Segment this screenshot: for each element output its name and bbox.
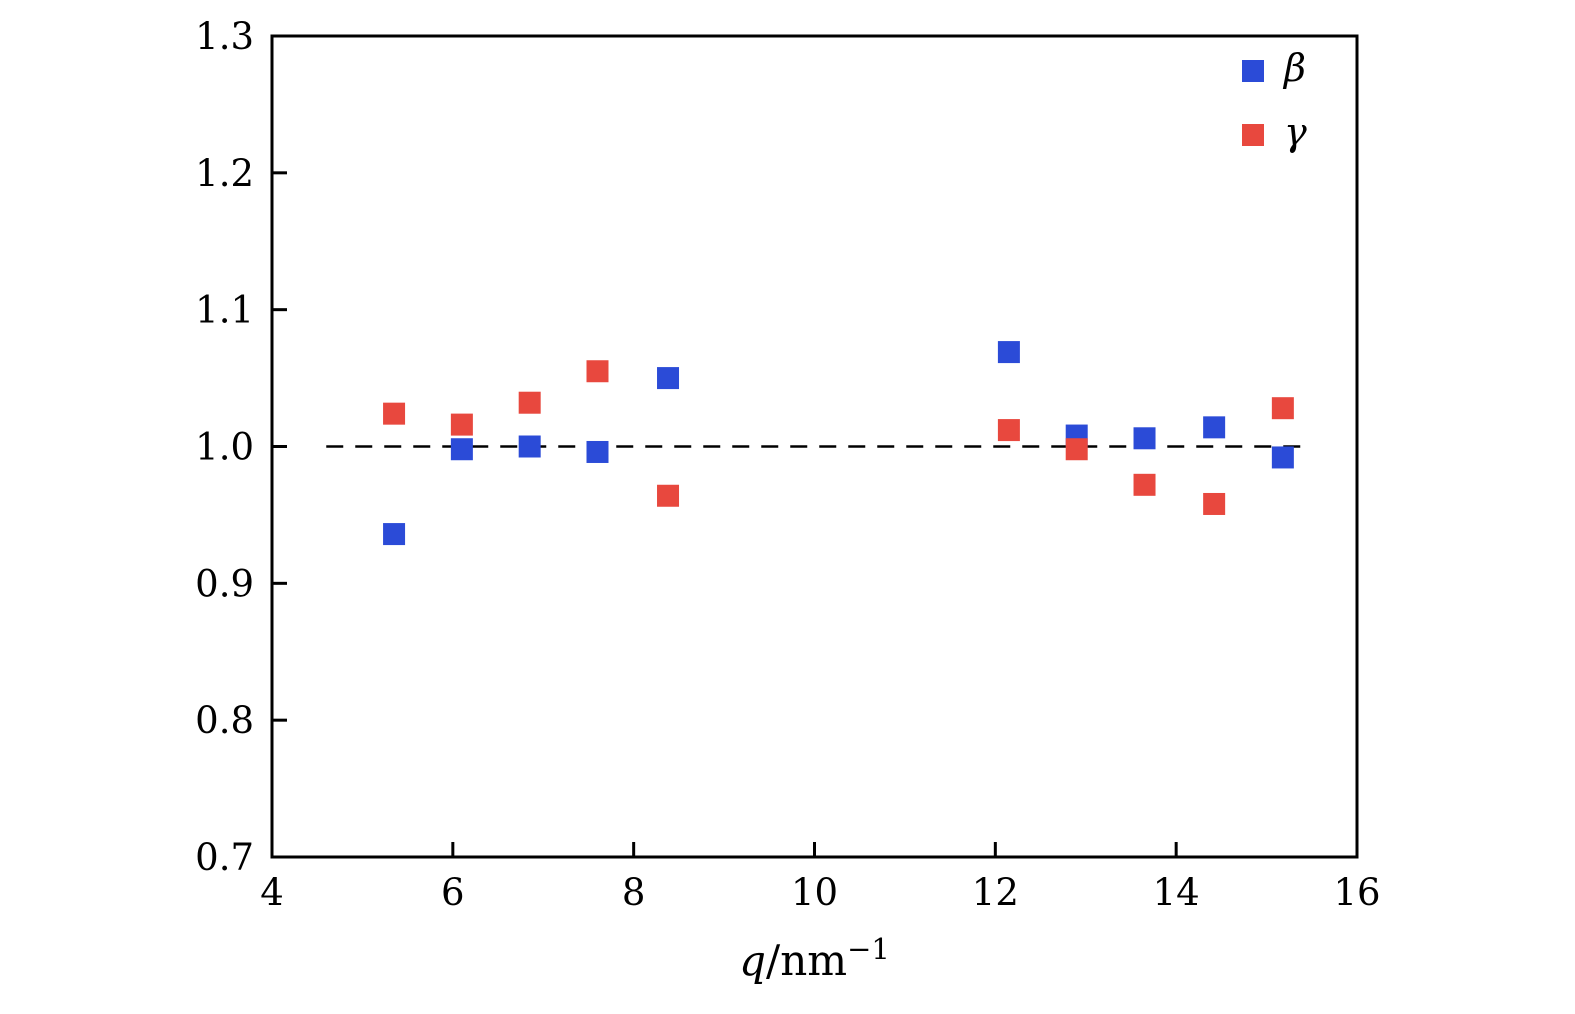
x-tick-label: 4 xyxy=(260,871,284,914)
y-tick-label: 1.2 xyxy=(195,152,254,195)
legend-marker-beta xyxy=(1242,60,1264,82)
data-point-gamma xyxy=(450,413,473,436)
legend-marker-gamma xyxy=(1242,124,1264,146)
data-point-beta xyxy=(1271,446,1294,469)
data-point-beta xyxy=(383,523,406,546)
data-point-beta xyxy=(586,440,609,463)
data-point-gamma xyxy=(1203,492,1226,515)
x-tick-label: 14 xyxy=(1153,871,1200,914)
data-point-gamma xyxy=(383,402,406,425)
legend-item: γ xyxy=(1242,110,1307,154)
x-axis-label: q/nm−1 xyxy=(739,932,890,985)
y-tick-label: 1.0 xyxy=(195,426,254,469)
data-point-gamma xyxy=(586,360,609,383)
data-point-gamma xyxy=(997,419,1020,442)
legend-label-gamma: γ xyxy=(1284,110,1307,154)
data-point-gamma xyxy=(1271,397,1294,420)
data-point-gamma xyxy=(657,484,680,507)
legend-item: β xyxy=(1242,46,1306,90)
y-tick-label: 1.1 xyxy=(195,289,254,332)
data-point-beta xyxy=(657,367,680,390)
y-tick-label: 0.9 xyxy=(195,562,254,605)
x-tick-label: 6 xyxy=(441,871,465,914)
data-point-gamma xyxy=(1065,438,1088,461)
data-point-beta xyxy=(1203,416,1226,439)
plot-frame xyxy=(270,34,1359,859)
y-tick-label: 1.3 xyxy=(195,15,254,58)
y-tick-label: 0.7 xyxy=(195,836,254,879)
data-point-gamma xyxy=(1133,473,1156,496)
x-tick-label: 16 xyxy=(1333,871,1380,914)
y-tick-label: 0.8 xyxy=(195,699,254,742)
data-point-beta xyxy=(1133,427,1156,450)
data-point-gamma xyxy=(518,391,541,414)
data-point-beta xyxy=(450,438,473,461)
x-tick-label: 12 xyxy=(972,871,1019,914)
x-tick-label: 10 xyxy=(791,871,838,914)
x-tick-label: 8 xyxy=(622,871,646,914)
data-point-beta xyxy=(997,341,1020,364)
data-point-beta xyxy=(518,435,541,458)
legend-label-beta: β xyxy=(1282,46,1306,90)
